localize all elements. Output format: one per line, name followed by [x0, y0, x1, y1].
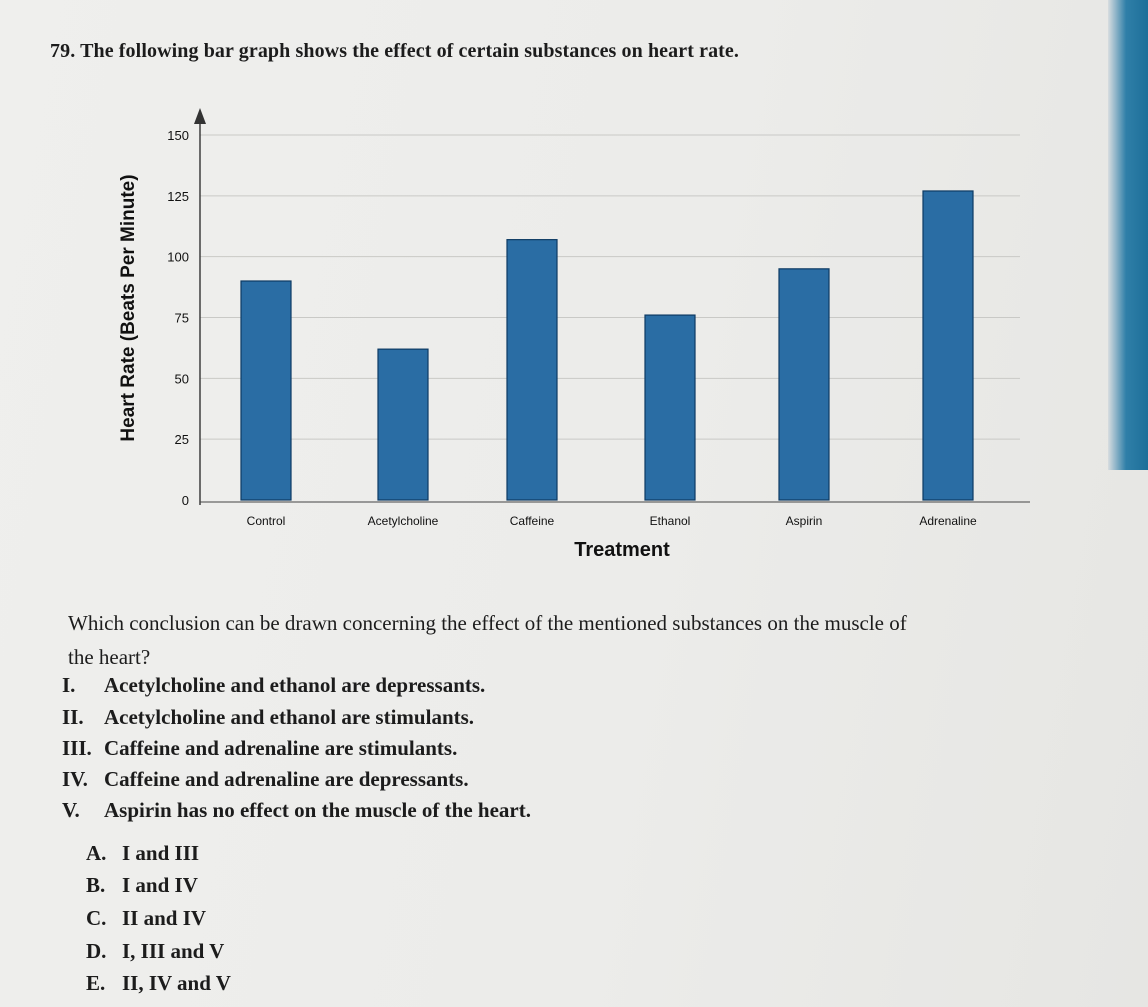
y-tick-label: 75: [175, 311, 189, 326]
option-letter: C.: [86, 906, 107, 930]
option-letter: A.: [86, 841, 107, 865]
prompt-line-1: Which conclusion can be drawn concerning…: [68, 611, 907, 635]
y-tick-label: 150: [167, 128, 189, 143]
option-text: I and III: [122, 841, 200, 865]
bar-adrenaline: [922, 190, 974, 501]
option-e[interactable]: E. II, IV and V: [86, 971, 231, 996]
edge-strip: [1108, 0, 1148, 470]
option-letter: B.: [86, 873, 106, 897]
x-axis-label: Treatment: [574, 539, 670, 561]
x-category-label: Acetylcholine: [368, 514, 439, 528]
bar-aspirin: [778, 268, 830, 501]
option-text: I, III and V: [122, 939, 225, 963]
question-title: 79. The following bar graph shows the ef…: [50, 40, 739, 63]
bar-ethanol: [644, 314, 696, 501]
question-prompt: Which conclusion can be drawn concerning…: [68, 606, 1128, 674]
x-category-label: Caffeine: [510, 514, 555, 528]
question-number: 79.: [50, 40, 76, 62]
statement-1: I. Acetylcholine and ethanol are depressa…: [62, 673, 485, 698]
statement-5: V. Aspirin has no effect on the muscle of…: [62, 798, 531, 823]
option-text: II, IV and V: [122, 971, 231, 995]
option-text: I and IV: [122, 873, 198, 897]
statement-text: Caffeine and adrenaline are stimulants.: [104, 736, 458, 760]
statement-number: III.: [62, 736, 92, 760]
statement-text: Caffeine and adrenaline are depressants.: [104, 767, 469, 791]
y-tick-label: 25: [175, 432, 189, 447]
option-b[interactable]: B. I and IV: [86, 873, 198, 898]
prompt-line-2: the heart?: [68, 645, 151, 669]
bar-control: [240, 280, 292, 501]
bar-caffeine: [506, 239, 558, 501]
statement-text: Aspirin has no effect on the muscle of t…: [104, 798, 531, 822]
statement-2: II. Acetylcholine and ethanol are stimula…: [62, 705, 474, 730]
x-category-label: Aspirin: [786, 514, 823, 528]
y-tick-label: 0: [182, 493, 189, 508]
bar-acetylcholine: [377, 348, 429, 501]
x-category-labels: Control Acetylcholine Caffeine Ethanol Aspir…: [247, 514, 977, 528]
statement-number: II.: [62, 705, 84, 729]
y-tick-label: 100: [167, 250, 189, 265]
statement-text: Acetylcholine and ethanol are stimulants…: [104, 705, 475, 729]
statement-3: III. Caffeine and adrenaline are stimulan…: [62, 736, 457, 761]
x-category-label: Control: [247, 514, 286, 528]
statement-number: I.: [62, 673, 76, 697]
option-c[interactable]: C. II and IV: [86, 906, 206, 931]
option-letter: D.: [86, 939, 107, 963]
statement-number: IV.: [62, 767, 88, 791]
option-text: II and IV: [122, 906, 207, 930]
y-tick-label: 50: [175, 371, 189, 386]
chart-axes: [194, 108, 1030, 505]
x-category-label: Ethanol: [650, 514, 691, 528]
question-title-text: The following bar graph shows the effect…: [80, 40, 740, 62]
statement-4: IV. Caffeine and adrenaline are depressan…: [62, 767, 469, 792]
y-tick-labels: 0 25 50 75 100 125 150: [167, 128, 189, 508]
option-a[interactable]: A. I and III: [86, 841, 199, 866]
statement-text: Acetylcholine and ethanol are depressant…: [104, 673, 486, 697]
chart-bars: [240, 190, 974, 501]
option-letter: E.: [86, 971, 106, 995]
statement-number: V.: [62, 798, 80, 822]
y-axis-label: Heart Rate (Beats Per Minute): [118, 174, 139, 441]
y-axis-arrow: [194, 108, 206, 124]
bar-chart: 0 25 50 75 100 125 150 Control Acetylcholine Caf…: [118, 108, 1030, 561]
grid-lines: [200, 134, 1020, 440]
option-d[interactable]: D. I, III and V: [86, 939, 224, 964]
y-tick-label: 125: [167, 189, 189, 204]
x-category-label: Adrenaline: [919, 514, 977, 528]
